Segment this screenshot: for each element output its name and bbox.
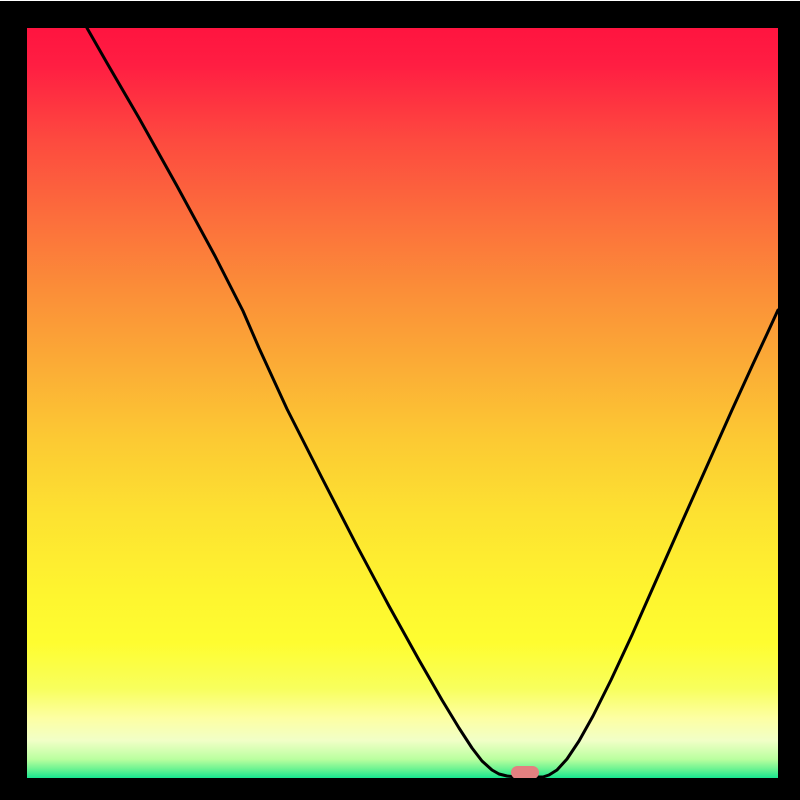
plot-frame: [14, 15, 792, 792]
bottleneck-chart: TheBottleneck.com: [0, 0, 800, 800]
frame-layer: [0, 0, 800, 800]
